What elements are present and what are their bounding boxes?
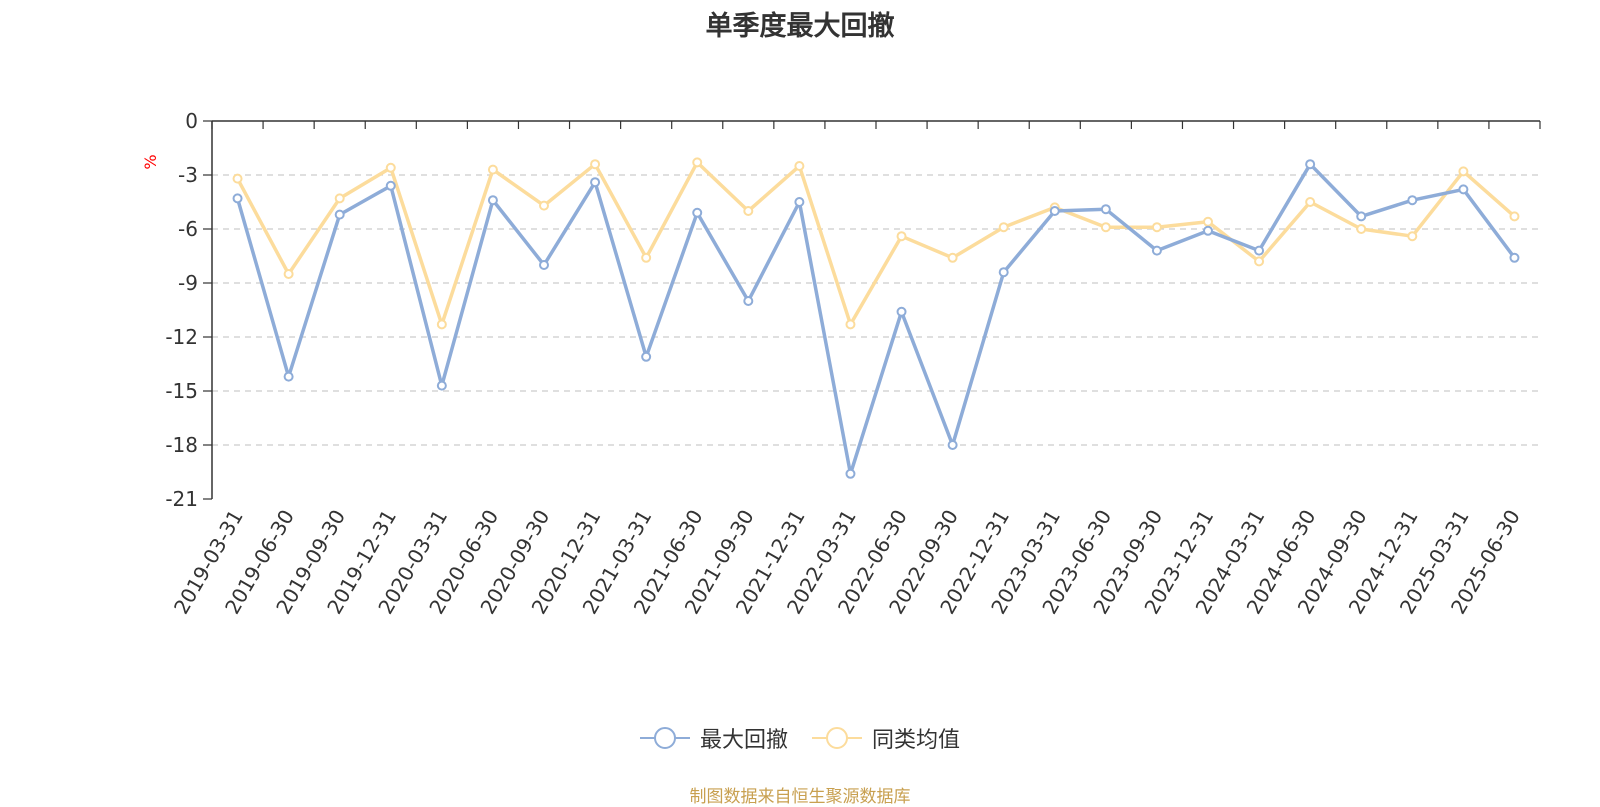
- data-point-0[interactable]: [1407, 195, 1418, 206]
- data-point-0[interactable]: [1458, 184, 1469, 195]
- data-point-0[interactable]: [1203, 225, 1213, 236]
- data-point-0[interactable]: [1305, 159, 1316, 170]
- data-point-1[interactable]: [1254, 256, 1265, 267]
- data-point-1[interactable]: [334, 193, 345, 204]
- data-point-0[interactable]: [1049, 206, 1060, 216]
- legend-label-category-average: 同类均值: [872, 728, 961, 753]
- data-point-1[interactable]: [232, 173, 243, 184]
- chart-title: 单季度最大回撤: [705, 11, 895, 42]
- axes: 0-3-6-9-12-15-18-212019-03-312019-06-302…: [165, 109, 1541, 618]
- data-point-1[interactable]: [998, 222, 1009, 233]
- data-point-0[interactable]: [232, 193, 243, 204]
- data-point-1[interactable]: [436, 319, 447, 330]
- data-point-0[interactable]: [487, 195, 498, 206]
- data-point-1[interactable]: [1305, 197, 1316, 207]
- data-point-1[interactable]: [1509, 211, 1520, 222]
- series-points: [232, 157, 1520, 479]
- data-point-1[interactable]: [283, 269, 294, 279]
- grid-lines: [212, 174, 1540, 446]
- data-point-0[interactable]: [1100, 204, 1111, 215]
- data-point-0[interactable]: [743, 296, 754, 306]
- data-point-1[interactable]: [896, 231, 907, 242]
- data-point-1[interactable]: [1100, 222, 1111, 233]
- legend-label-max-drawdown: 最大回撤: [699, 728, 788, 753]
- data-point-1[interactable]: [385, 162, 396, 173]
- data-point-1[interactable]: [641, 252, 652, 263]
- data-point-1[interactable]: [1407, 231, 1418, 242]
- data-point-1[interactable]: [692, 157, 703, 168]
- data-point-0[interactable]: [845, 468, 856, 479]
- data-point-0[interactable]: [641, 351, 652, 362]
- y-tick-label: 0: [185, 109, 198, 133]
- data-point-1[interactable]: [743, 206, 754, 216]
- data-point-0[interactable]: [896, 306, 907, 317]
- data-point-1[interactable]: [845, 319, 856, 330]
- data-point-0[interactable]: [283, 371, 294, 382]
- legend-max-drawdown-icon: [639, 727, 690, 749]
- line-chart: 0-3-6-9-12-15-18-212019-03-312019-06-302…: [141, 109, 1541, 618]
- data-point-0[interactable]: [1356, 211, 1367, 222]
- y-tick-label: -15: [165, 379, 198, 403]
- data-point-0[interactable]: [1509, 252, 1520, 263]
- data-point-1[interactable]: [947, 252, 958, 263]
- source-note: 制图数据来自恒生聚源数据库: [689, 787, 911, 807]
- data-point-0[interactable]: [794, 197, 805, 207]
- data-point-0[interactable]: [1254, 245, 1265, 256]
- data-point-1[interactable]: [794, 161, 805, 171]
- legend-item-category-average[interactable]: 同类均值: [812, 722, 960, 754]
- data-point-1[interactable]: [539, 200, 549, 211]
- data-point-0[interactable]: [539, 260, 549, 270]
- data-point-0[interactable]: [385, 180, 396, 191]
- data-point-0[interactable]: [692, 207, 703, 218]
- y-tick-label: -6: [178, 217, 198, 241]
- data-point-0[interactable]: [947, 440, 958, 450]
- series-line-1: [235, 160, 1516, 327]
- data-point-1[interactable]: [1458, 166, 1469, 177]
- data-point-1[interactable]: [590, 159, 601, 170]
- data-point-0[interactable]: [1151, 245, 1162, 256]
- y-tick-label: -3: [178, 163, 198, 187]
- series-line-0: [235, 162, 1516, 476]
- legend-category-average-icon: [812, 727, 862, 749]
- data-point-1[interactable]: [1356, 224, 1367, 234]
- legend: 最大回撤 同类均值: [0, 722, 1600, 754]
- series-lines: [235, 160, 1516, 476]
- data-point-0[interactable]: [590, 177, 601, 188]
- data-point-1[interactable]: [1151, 222, 1162, 233]
- legend-item-max-drawdown[interactable]: 最大回撤: [639, 722, 788, 754]
- y-axis-label: %: [141, 154, 160, 169]
- y-tick-label: -21: [165, 487, 198, 511]
- data-point-0[interactable]: [998, 267, 1009, 278]
- y-tick-label: -12: [165, 325, 198, 349]
- y-tick-label: -9: [178, 271, 198, 295]
- data-point-1[interactable]: [1203, 216, 1213, 227]
- y-tick-label: -18: [165, 433, 198, 457]
- data-point-1[interactable]: [487, 164, 498, 175]
- data-point-0[interactable]: [436, 380, 447, 391]
- data-point-0[interactable]: [334, 209, 345, 220]
